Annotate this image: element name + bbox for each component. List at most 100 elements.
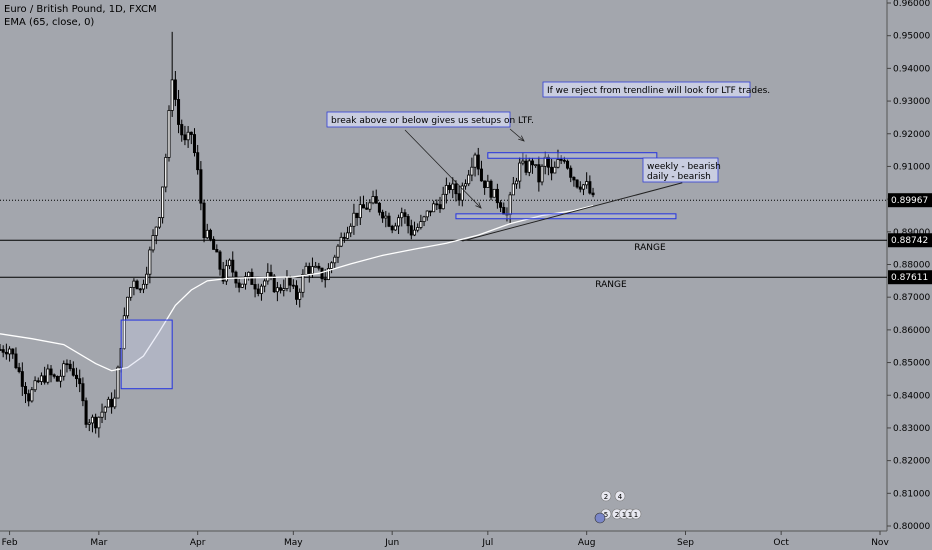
candle-down xyxy=(49,368,53,376)
candle-down xyxy=(377,202,381,213)
candle-down xyxy=(495,188,499,204)
candle-up xyxy=(33,380,37,391)
candle-up xyxy=(444,185,448,195)
candle-up xyxy=(186,131,190,141)
candle-down xyxy=(173,79,177,100)
candle-down xyxy=(591,192,595,196)
candle-down xyxy=(84,400,88,425)
march-breakout-box xyxy=(120,319,173,390)
event-badge-text: 2 xyxy=(604,493,608,501)
y-tick-label: 0.85000 xyxy=(893,359,930,369)
candle-down xyxy=(365,207,369,210)
candle-down xyxy=(36,380,40,383)
x-tick-label: Jun xyxy=(384,538,399,548)
candle-down xyxy=(180,124,184,136)
y-tick-label: 0.94000 xyxy=(893,64,930,74)
candle-up xyxy=(132,280,136,288)
candle-down xyxy=(537,164,541,183)
candle-down xyxy=(342,236,346,239)
candle-up xyxy=(521,160,525,164)
price-label-text: 0.88742 xyxy=(891,236,928,246)
x-tick-label: Apr xyxy=(190,538,206,548)
price-label-bg xyxy=(888,233,932,248)
y-tick-label: 0.81000 xyxy=(893,489,930,499)
event-badge-text: 1 xyxy=(634,511,638,519)
candle-down xyxy=(572,176,576,181)
candle-up xyxy=(432,203,436,213)
candle-down xyxy=(454,183,458,195)
candle-down xyxy=(0,349,2,351)
candle-up xyxy=(492,188,496,198)
event-badge-text: 1 xyxy=(622,511,626,519)
candle-down xyxy=(355,212,359,219)
candle-up xyxy=(511,183,515,196)
candle-down xyxy=(138,288,142,291)
candle-up xyxy=(556,159,560,168)
candle-up xyxy=(371,196,375,204)
candle-up xyxy=(393,225,397,231)
candle-up xyxy=(167,110,171,158)
candle-up xyxy=(518,162,522,182)
candle-up xyxy=(285,276,289,289)
candle-up xyxy=(62,363,66,377)
candle-down xyxy=(550,166,554,174)
candle-down xyxy=(588,181,592,194)
y-tick-label: 0.86000 xyxy=(893,326,930,336)
candle-down xyxy=(288,276,292,286)
candle-up xyxy=(527,160,531,173)
candle-down xyxy=(68,363,72,370)
candle-down xyxy=(448,185,452,190)
price-label-text: 0.89967 xyxy=(891,196,928,206)
candle-down xyxy=(81,383,85,402)
candle-up xyxy=(368,202,372,210)
candle-down xyxy=(483,180,487,188)
candle-up xyxy=(141,283,145,290)
candle-up xyxy=(103,406,107,413)
candle-up xyxy=(384,215,388,219)
candle-up xyxy=(463,183,468,187)
candle-down xyxy=(23,386,28,395)
y-tick-label: 0.95000 xyxy=(893,32,930,42)
candle-up xyxy=(154,226,158,236)
bias-weekly-text: weekly - bearish xyxy=(647,162,721,172)
bias-daily-text: daily - bearish xyxy=(647,172,711,182)
candle-down xyxy=(428,210,432,213)
candle-down xyxy=(183,134,187,141)
candle-up xyxy=(205,229,209,239)
candle-down xyxy=(52,374,56,377)
candle-up xyxy=(349,225,353,234)
candle-down xyxy=(566,160,570,169)
candle-down xyxy=(192,134,197,154)
candle-down xyxy=(212,238,216,250)
candle-down xyxy=(479,168,483,182)
candle-up xyxy=(304,265,308,275)
candle-up xyxy=(352,212,356,227)
candle-up xyxy=(540,165,544,183)
candle-up xyxy=(240,283,244,288)
candle-down xyxy=(381,211,385,219)
candle-up xyxy=(314,265,318,268)
candle-up xyxy=(298,291,302,300)
arrow-break-upper-head xyxy=(518,135,525,142)
candle-down xyxy=(559,159,563,161)
candle-up xyxy=(346,232,350,239)
candle-down xyxy=(110,398,114,408)
candle-up xyxy=(470,166,474,176)
candle-up xyxy=(412,229,417,236)
candle-up xyxy=(151,235,155,251)
candle-up xyxy=(515,180,519,185)
candle-down xyxy=(291,284,295,287)
candle-up xyxy=(486,180,490,188)
candle-down xyxy=(221,268,225,282)
break-note-box xyxy=(326,111,511,128)
candle-up xyxy=(282,288,286,291)
candle-up xyxy=(419,221,423,228)
candle-down xyxy=(78,378,82,385)
event-badge-text: 2 xyxy=(615,511,619,519)
y-tick-label: 0.80000 xyxy=(893,522,930,532)
candle-up xyxy=(467,174,471,185)
ema-legend: EMA (65, close, 0) xyxy=(4,17,95,28)
candle-down xyxy=(218,251,222,270)
